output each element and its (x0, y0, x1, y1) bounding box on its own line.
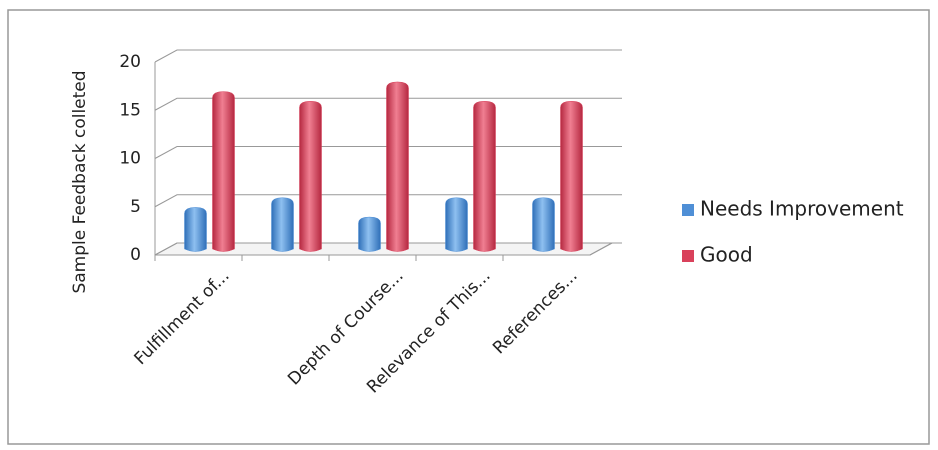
bar (532, 197, 555, 252)
bar (560, 100, 583, 252)
grid-line (154, 49, 622, 63)
bar (358, 216, 381, 252)
bar (184, 207, 207, 252)
y-tick-label: 20 (119, 52, 141, 72)
y-tick-label: 10 (119, 149, 141, 169)
right-edge (589, 242, 613, 256)
bar (212, 91, 235, 252)
y-tick-label: 0 (130, 245, 141, 265)
grid-line (154, 97, 622, 111)
bar (473, 100, 496, 252)
bar (386, 81, 409, 252)
y-axis-label: Sample Feedback colleted (70, 70, 90, 293)
legend-swatch (682, 250, 694, 262)
y-tick-label: 5 (130, 197, 141, 217)
legend-swatch (682, 204, 694, 216)
bar (445, 197, 468, 252)
bar (271, 197, 294, 252)
bar (299, 100, 322, 252)
chart-frame (7, 9, 930, 445)
legend-label: Good (700, 243, 753, 267)
y-tick-label: 15 (119, 100, 141, 120)
legend-label: Needs Improvement (700, 197, 904, 221)
